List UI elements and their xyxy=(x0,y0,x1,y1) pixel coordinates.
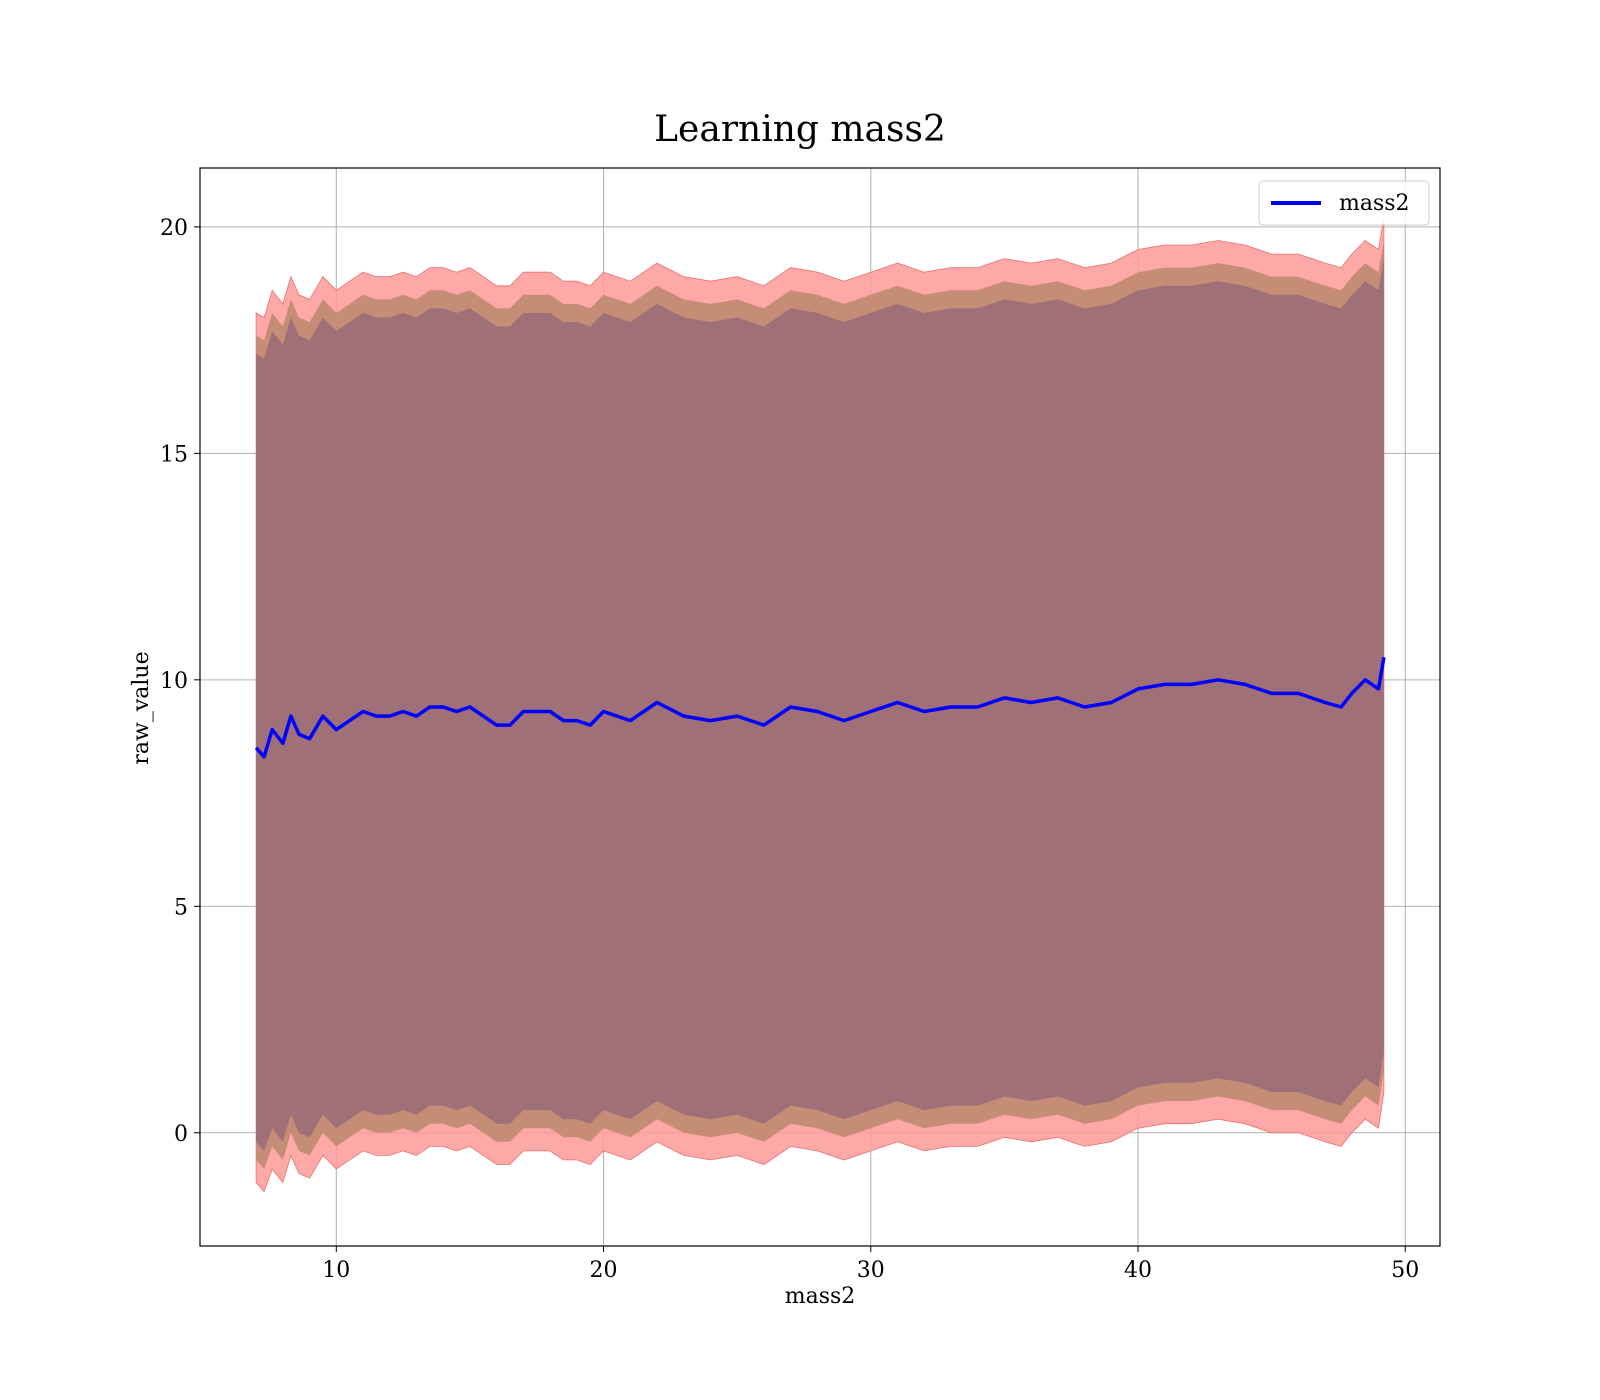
x-tick-label-2: 30 xyxy=(857,1258,885,1283)
x-tick-label-4: 50 xyxy=(1391,1258,1419,1283)
y-tick-label-3: 15 xyxy=(160,442,188,467)
series-line-mass2 xyxy=(254,656,1386,759)
y-tick-label-2: 10 xyxy=(160,669,188,694)
legend-box xyxy=(1258,180,1430,226)
plot-frame xyxy=(199,167,1441,1247)
band-core-0 xyxy=(256,258,1384,1151)
series-lines xyxy=(254,656,1386,759)
y-axis-label: raw_value xyxy=(129,651,154,764)
x-axis-label: mass2 xyxy=(785,1284,856,1309)
y-tick-label-0: 0 xyxy=(174,1122,188,1147)
x-tick-label-0: 10 xyxy=(322,1258,350,1283)
x-axis-ticks: 10 20 30 40 50 xyxy=(322,1246,1419,1283)
legend-label-mass2: mass2 xyxy=(1339,191,1410,216)
y-tick-label-4: 20 xyxy=(160,216,188,241)
y-axis-ticks: 0 5 10 15 20 xyxy=(160,216,200,1147)
x-tick-label-1: 20 xyxy=(590,1258,618,1283)
x-tick-label-3: 40 xyxy=(1124,1258,1152,1283)
uncertainty-bands xyxy=(255,217,1385,1193)
legend: mass2 xyxy=(1258,180,1430,226)
y-tick-label-1: 5 xyxy=(174,895,188,920)
chart-title: Learning mass2 xyxy=(654,109,946,150)
